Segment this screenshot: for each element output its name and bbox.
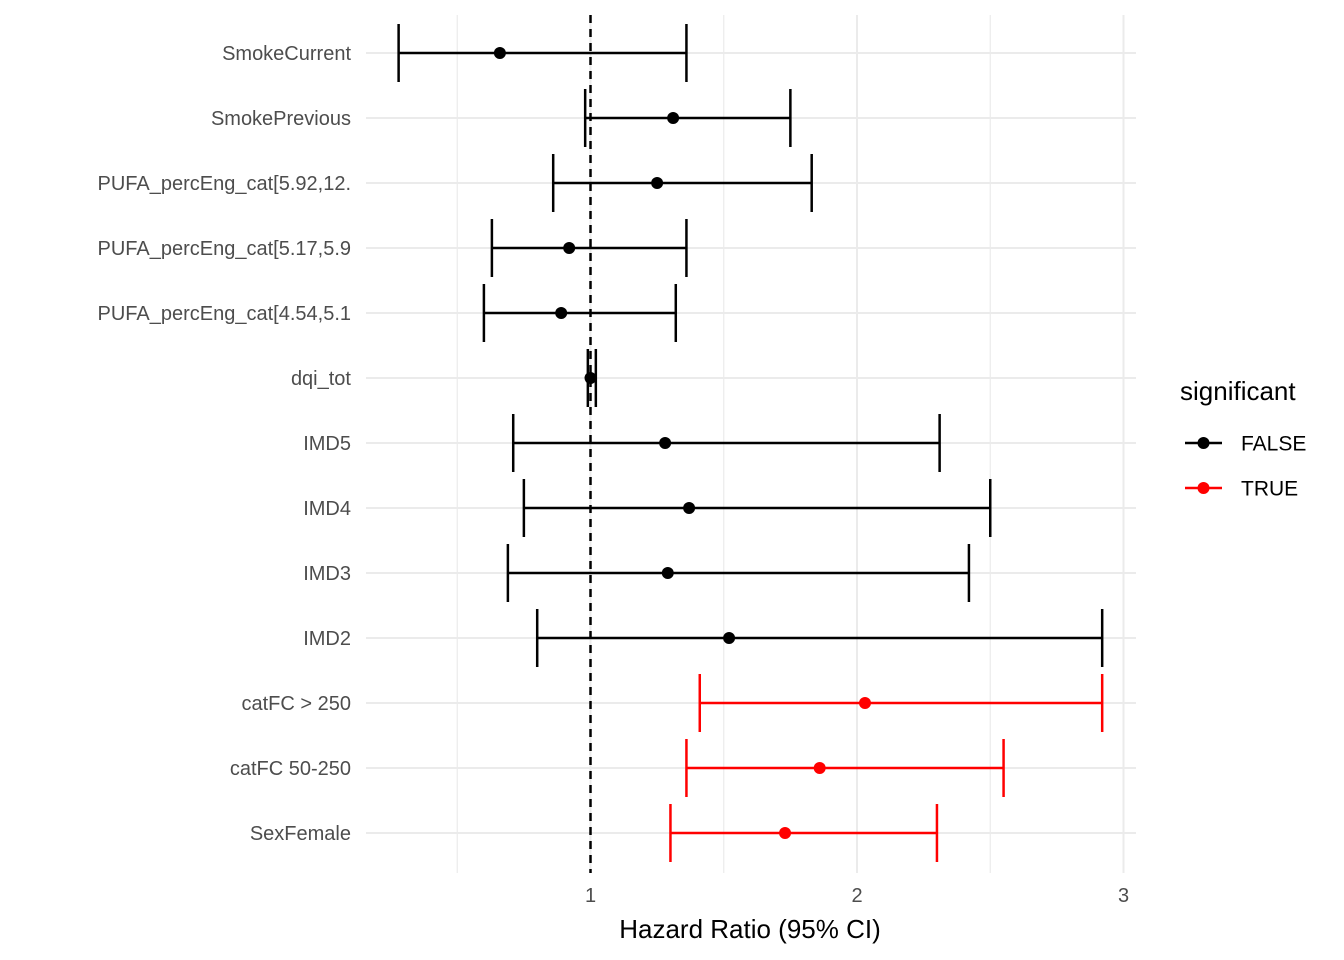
hazard-ratio-point bbox=[659, 437, 672, 449]
hazard-ratio-point bbox=[723, 632, 736, 644]
y-axis-label: catFC 50-250 bbox=[230, 758, 351, 780]
y-axis-label: dqi_tot bbox=[291, 368, 351, 390]
hazard-ratio-point bbox=[858, 697, 871, 709]
legend: significant FALSE TRUE bbox=[1180, 376, 1306, 501]
hazard-ratio-point bbox=[661, 567, 674, 579]
y-axis-label: PUFA_percEng_cat[4.54,5.1 bbox=[98, 303, 352, 325]
legend-label-true: TRUE bbox=[1241, 478, 1298, 501]
hazard-ratio-point bbox=[779, 827, 792, 839]
hazard-ratio-point bbox=[555, 307, 568, 319]
y-axis-label: IMD5 bbox=[303, 433, 351, 455]
hazard-ratio-point bbox=[651, 177, 664, 189]
legend-entry-false: FALSE bbox=[1185, 433, 1306, 456]
hazard-ratio-point bbox=[813, 762, 826, 774]
forest-row bbox=[669, 804, 939, 862]
forest-row bbox=[511, 414, 941, 472]
forest-row bbox=[397, 24, 688, 82]
legend-label-false: FALSE bbox=[1241, 433, 1306, 456]
error-bars-layer bbox=[397, 24, 1104, 862]
x-tick-label: 3 bbox=[1118, 885, 1129, 907]
forest-row bbox=[584, 349, 598, 407]
forest-row bbox=[535, 609, 1104, 667]
forest-row bbox=[685, 739, 1005, 797]
y-axis-label: catFC > 250 bbox=[241, 693, 351, 715]
y-axis-label: IMD4 bbox=[303, 498, 351, 520]
y-axis-label: PUFA_percEng_cat[5.17,5.9 bbox=[98, 238, 352, 260]
x-axis-title: Hazard Ratio (95% CI) bbox=[619, 914, 881, 944]
y-axis-label: SexFemale bbox=[250, 823, 351, 845]
forest-row bbox=[583, 89, 792, 147]
y-axis-label: IMD2 bbox=[303, 628, 351, 650]
x-tick-label: 1 bbox=[585, 885, 596, 907]
hazard-ratio-point bbox=[667, 112, 680, 124]
forest-row bbox=[698, 674, 1104, 732]
forest-row bbox=[490, 219, 688, 277]
forest-row bbox=[522, 479, 992, 537]
hazard-ratio-point bbox=[493, 47, 506, 59]
forest-row bbox=[482, 284, 678, 342]
y-axis-label: SmokePrevious bbox=[211, 108, 351, 130]
legend-key-point-true bbox=[1197, 482, 1210, 494]
legend-entry-true: TRUE bbox=[1185, 478, 1298, 501]
forest-row bbox=[551, 154, 813, 212]
x-tick-label: 2 bbox=[851, 885, 862, 907]
legend-title: significant bbox=[1180, 376, 1296, 406]
x-axis-ticks: 1 2 3 bbox=[585, 885, 1129, 907]
y-axis-label: PUFA_percEng_cat[5.92,12. bbox=[98, 173, 352, 195]
hazard-ratio-point bbox=[683, 502, 696, 514]
forest-row bbox=[506, 544, 971, 602]
y-axis-label: SmokeCurrent bbox=[222, 43, 351, 65]
hazard-ratio-point bbox=[584, 372, 597, 384]
y-axis-label: IMD3 bbox=[303, 563, 351, 585]
hazard-ratio-point bbox=[563, 242, 576, 254]
legend-key-point-false bbox=[1197, 437, 1210, 449]
y-axis-labels: SmokeCurrent SmokePrevious PUFA_percEng_ca… bbox=[98, 43, 352, 845]
